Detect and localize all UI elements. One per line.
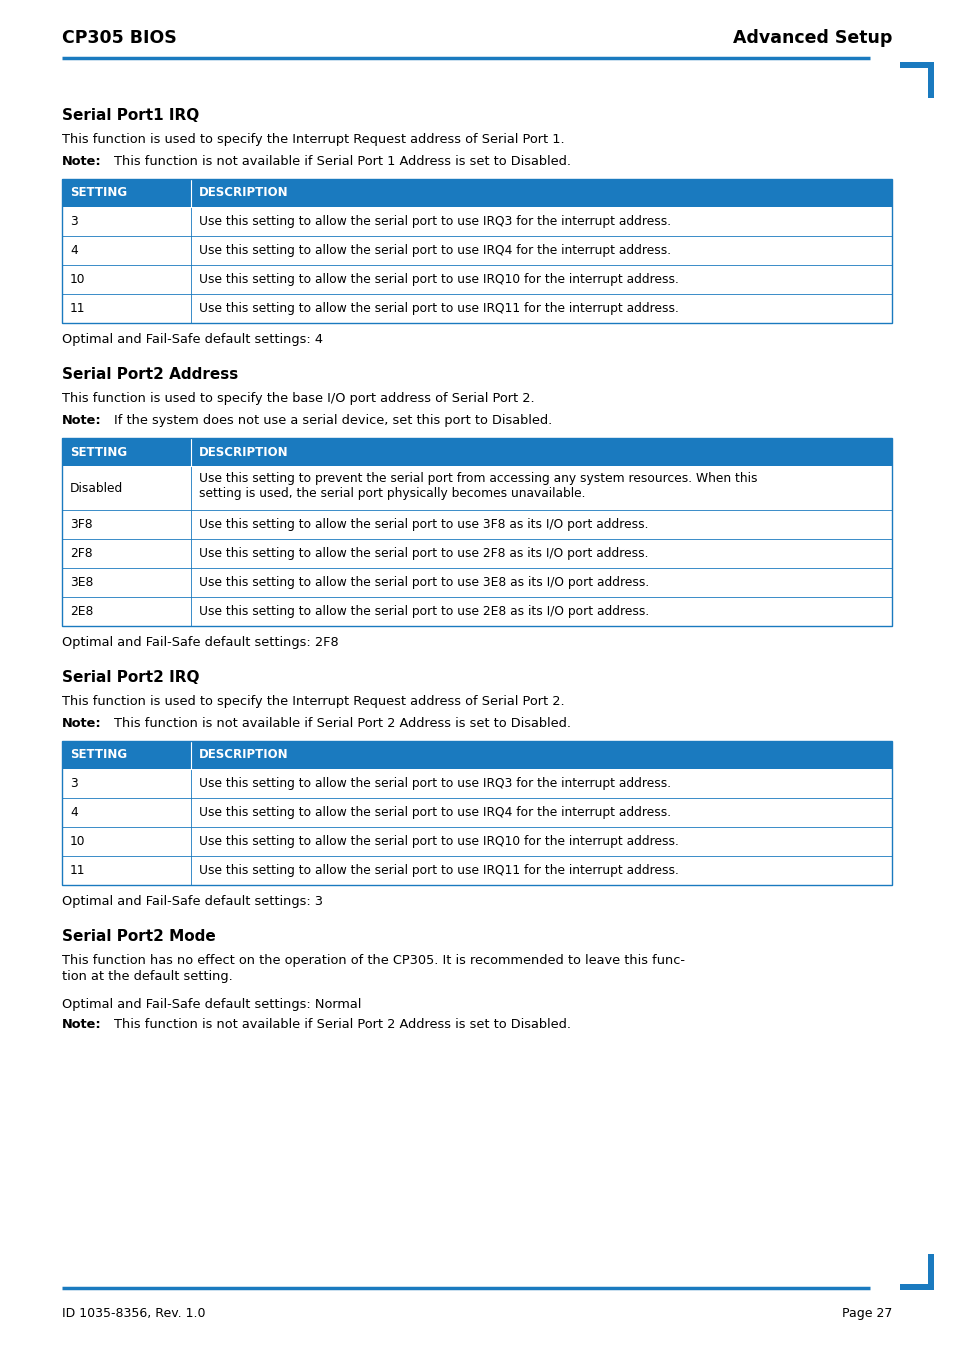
Bar — [62, 568, 891, 597]
Text: Note:: Note: — [62, 414, 102, 427]
Text: Use this setting to allow the serial port to use IRQ11 for the interrupt address: Use this setting to allow the serial por… — [198, 302, 678, 315]
Text: 10: 10 — [70, 836, 86, 848]
Bar — [899, 1284, 933, 1291]
Text: Optimal and Fail-Safe default settings: 4: Optimal and Fail-Safe default settings: … — [62, 333, 323, 346]
Text: Note:: Note: — [62, 1018, 102, 1031]
Text: This function is used to specify the base I/O port address of Serial Port 2.: This function is used to specify the bas… — [62, 392, 534, 405]
Text: This function is used to specify the Interrupt Request address of Serial Port 1.: This function is used to specify the Int… — [62, 134, 564, 146]
Text: This function is not available if Serial Port 1 Address is set to Disabled.: This function is not available if Serial… — [113, 155, 571, 167]
Text: Note:: Note: — [62, 717, 102, 730]
Bar — [927, 1254, 933, 1291]
Text: Use this setting to allow the serial port to use IRQ3 for the interrupt address.: Use this setting to allow the serial por… — [198, 215, 670, 228]
Text: Disabled: Disabled — [70, 482, 123, 494]
Bar — [62, 769, 891, 798]
Text: Advanced Setup: Advanced Setup — [732, 28, 891, 47]
Text: 2E8: 2E8 — [70, 605, 93, 618]
Bar — [62, 294, 891, 323]
Text: SETTING: SETTING — [70, 748, 127, 761]
Bar — [62, 437, 891, 466]
Bar — [62, 510, 891, 539]
Text: CP305 BIOS: CP305 BIOS — [62, 28, 176, 47]
Text: Use this setting to allow the serial port to use IRQ4 for the interrupt address.: Use this setting to allow the serial por… — [198, 806, 670, 819]
Text: 4: 4 — [70, 806, 77, 819]
Bar — [62, 236, 891, 265]
Text: Serial Port2 IRQ: Serial Port2 IRQ — [62, 670, 199, 684]
Text: Use this setting to allow the serial port to use 3F8 as its I/O port address.: Use this setting to allow the serial por… — [198, 518, 647, 531]
Text: DESCRIPTION: DESCRIPTION — [198, 748, 288, 761]
Text: tion at the default setting.: tion at the default setting. — [62, 971, 233, 983]
Bar — [62, 798, 891, 828]
Bar — [927, 62, 933, 99]
Bar — [62, 207, 891, 236]
Text: If the system does not use a serial device, set this port to Disabled.: If the system does not use a serial devi… — [113, 414, 552, 427]
Text: 11: 11 — [70, 864, 86, 878]
Bar — [62, 265, 891, 294]
Bar — [62, 466, 891, 510]
Text: Optimal and Fail-Safe default settings: 2F8: Optimal and Fail-Safe default settings: … — [62, 636, 338, 649]
Text: Use this setting to allow the serial port to use 2F8 as its I/O port address.: Use this setting to allow the serial por… — [198, 547, 647, 560]
Text: Serial Port1 IRQ: Serial Port1 IRQ — [62, 108, 199, 123]
Text: Use this setting to allow the serial port to use IRQ4 for the interrupt address.: Use this setting to allow the serial por… — [198, 244, 670, 256]
Text: This function is not available if Serial Port 2 Address is set to Disabled.: This function is not available if Serial… — [113, 717, 571, 730]
Bar — [62, 180, 891, 207]
Text: 3: 3 — [70, 778, 77, 790]
Text: DESCRIPTION: DESCRIPTION — [198, 186, 288, 200]
Text: This function has no effect on the operation of the CP305. It is recommended to : This function has no effect on the opera… — [62, 954, 684, 967]
Text: Use this setting to allow the serial port to use IRQ3 for the interrupt address.: Use this setting to allow the serial por… — [198, 778, 670, 790]
Text: Optimal and Fail-Safe default settings: 3: Optimal and Fail-Safe default settings: … — [62, 895, 323, 909]
Text: Use this setting to allow the serial port to use 2E8 as its I/O port address.: Use this setting to allow the serial por… — [198, 605, 648, 618]
Bar — [899, 62, 933, 68]
Text: This function is not available if Serial Port 2 Address is set to Disabled.: This function is not available if Serial… — [113, 1018, 571, 1031]
Text: Use this setting to prevent the serial port from accessing any system resources.: Use this setting to prevent the serial p… — [198, 472, 757, 485]
Text: SETTING: SETTING — [70, 186, 127, 200]
Bar — [62, 539, 891, 568]
Text: 3: 3 — [70, 215, 77, 228]
Text: Use this setting to allow the serial port to use IRQ10 for the interrupt address: Use this setting to allow the serial por… — [198, 836, 678, 848]
Text: Note:: Note: — [62, 155, 102, 167]
Text: Use this setting to allow the serial port to use IRQ11 for the interrupt address: Use this setting to allow the serial por… — [198, 864, 678, 878]
Text: setting is used, the serial port physically becomes unavailable.: setting is used, the serial port physica… — [198, 487, 584, 500]
Text: Use this setting to allow the serial port to use 3E8 as its I/O port address.: Use this setting to allow the serial por… — [198, 576, 648, 589]
Text: ID 1035-8356, Rev. 1.0: ID 1035-8356, Rev. 1.0 — [62, 1307, 205, 1319]
Bar — [62, 741, 891, 770]
Bar — [62, 180, 891, 323]
Text: SETTING: SETTING — [70, 446, 127, 459]
Text: Serial Port2 Mode: Serial Port2 Mode — [62, 929, 215, 944]
Text: 10: 10 — [70, 273, 86, 286]
Text: Page 27: Page 27 — [841, 1307, 891, 1319]
Text: Serial Port2 Address: Serial Port2 Address — [62, 367, 238, 382]
Text: Use this setting to allow the serial port to use IRQ10 for the interrupt address: Use this setting to allow the serial por… — [198, 273, 678, 286]
Bar — [62, 437, 891, 626]
Text: Optimal and Fail-Safe default settings: Normal: Optimal and Fail-Safe default settings: … — [62, 998, 361, 1011]
Text: This function is used to specify the Interrupt Request address of Serial Port 2.: This function is used to specify the Int… — [62, 695, 564, 707]
Bar — [62, 856, 891, 886]
Bar — [62, 741, 891, 886]
Text: 3F8: 3F8 — [70, 518, 92, 531]
Text: 2F8: 2F8 — [70, 547, 92, 560]
Text: DESCRIPTION: DESCRIPTION — [198, 446, 288, 459]
Text: 3E8: 3E8 — [70, 576, 93, 589]
Text: 4: 4 — [70, 244, 77, 256]
Bar — [62, 828, 891, 856]
Bar — [62, 597, 891, 626]
Text: 11: 11 — [70, 302, 86, 315]
